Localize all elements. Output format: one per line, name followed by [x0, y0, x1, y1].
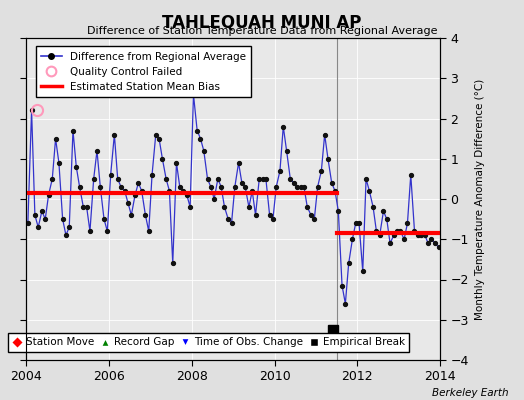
Legend: Station Move, Record Gap, Time of Obs. Change, Empirical Break: Station Move, Record Gap, Time of Obs. C… [8, 333, 409, 352]
Line: Difference from Regional Average: Difference from Regional Average [26, 92, 441, 306]
Estimated Station Mean Bias [333, 190, 340, 195]
Difference from Regional Average [256, 176, 263, 181]
Text: TAHLEQUAH MUNI AP: TAHLEQUAH MUNI AP [162, 14, 362, 32]
Difference from Regional Average [25, 221, 31, 226]
Difference from Regional Average [428, 237, 434, 242]
Text: Berkeley Earth: Berkeley Earth [432, 388, 508, 398]
Difference from Regional Average [311, 217, 318, 222]
Difference from Regional Average [342, 301, 348, 306]
Difference from Regional Average [135, 180, 141, 185]
Difference from Regional Average [435, 245, 442, 250]
Difference from Regional Average [111, 132, 117, 137]
Difference from Regional Average [190, 92, 196, 97]
Estimated Station Mean Bias [23, 190, 29, 195]
Text: Difference of Station Temperature Data from Regional Average: Difference of Station Temperature Data f… [87, 26, 437, 36]
Difference from Regional Average [356, 221, 362, 226]
Y-axis label: Monthly Temperature Anomaly Difference (°C): Monthly Temperature Anomaly Difference (… [475, 78, 485, 320]
